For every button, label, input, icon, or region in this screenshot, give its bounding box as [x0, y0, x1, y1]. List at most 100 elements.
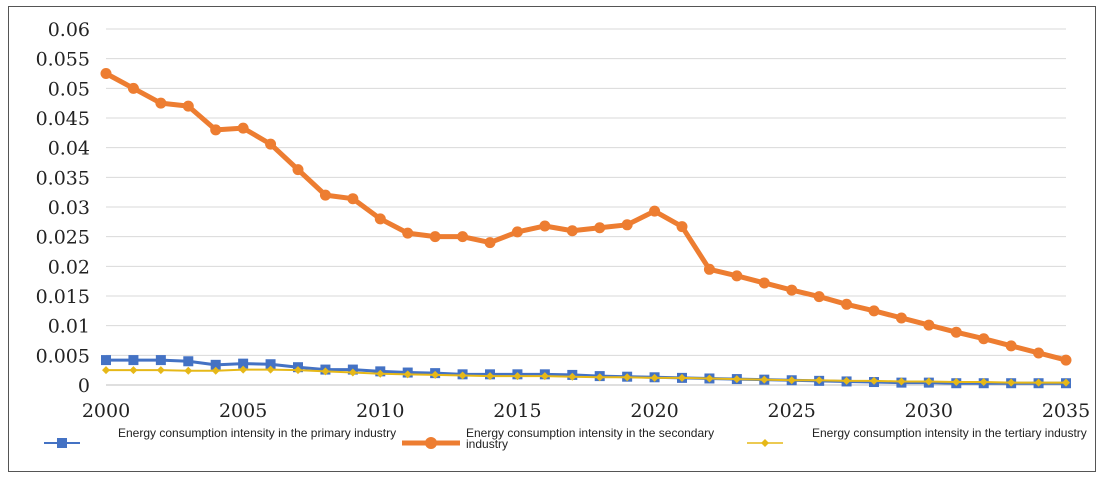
data-point [979, 378, 988, 387]
series-group [100, 68, 1072, 389]
y-tick-label: 0.01 [48, 316, 90, 338]
legend-swatch-marker [761, 439, 769, 447]
data-point [102, 366, 110, 375]
legend-label-line: Energy consumption intensity in the prim… [118, 426, 396, 440]
chart-frame [8, 6, 1096, 472]
data-point [294, 366, 302, 375]
data-point [1060, 354, 1072, 366]
x-tick-label: 2000 [82, 400, 130, 422]
data-point [265, 359, 276, 370]
data-point [950, 326, 962, 338]
data-point [1034, 378, 1043, 387]
y-tick-label: 0.025 [36, 227, 90, 249]
legend-swatch-marker [425, 437, 437, 449]
data-point [319, 189, 331, 201]
data-point [623, 373, 632, 382]
data-point [374, 213, 386, 225]
data-point [431, 370, 440, 379]
data-point [923, 319, 935, 331]
data-point [265, 138, 277, 150]
data-point [292, 164, 304, 176]
data-point [924, 377, 933, 386]
y-tick-label: 0.005 [36, 345, 90, 367]
x-tick-label: 2010 [356, 400, 404, 422]
data-point [484, 237, 496, 249]
data-point [210, 359, 221, 370]
data-point [239, 365, 248, 374]
legend: Energy consumption intensity in the prim… [44, 426, 1087, 451]
data-point [1033, 347, 1045, 359]
legend-label-line: Energy consumption intensity in the seco… [466, 426, 714, 440]
data-point [895, 312, 907, 324]
data-point [321, 367, 330, 376]
legend-swatch-marker [57, 438, 67, 448]
series-line [106, 358, 1066, 385]
data-point [1062, 378, 1070, 387]
data-point [539, 220, 551, 232]
y-tick-label: 0.045 [36, 108, 90, 130]
x-tick-label: 2035 [1042, 400, 1090, 422]
data-point [870, 376, 878, 385]
data-point [210, 124, 222, 136]
legend-label: Energy consumption intensity in the seco… [466, 426, 714, 451]
data-point [486, 372, 494, 381]
data-point [156, 366, 165, 375]
data-point [101, 355, 111, 366]
data-point [129, 366, 138, 375]
data-point [237, 122, 249, 134]
data-point [842, 376, 851, 385]
data-point [184, 366, 193, 375]
data-point [127, 82, 139, 94]
data-point [1007, 378, 1016, 387]
data-point [513, 372, 522, 381]
data-point [676, 221, 688, 233]
series-line [104, 71, 1067, 363]
data-point [705, 374, 714, 383]
legend-label: Energy consumption intensity in the prim… [118, 426, 396, 440]
y-tick-label: 0.02 [48, 256, 90, 278]
data-point [128, 355, 139, 366]
data-point [897, 377, 906, 386]
series-line [106, 368, 1066, 384]
data-point [595, 373, 604, 382]
data-point [155, 97, 167, 109]
data-point [621, 219, 633, 231]
data-point [402, 227, 414, 239]
data-point [183, 356, 194, 367]
x-tick-label: 2025 [768, 400, 816, 422]
data-point [182, 100, 194, 112]
data-point [347, 193, 359, 205]
data-point [566, 225, 578, 237]
x-tick-label: 2020 [630, 400, 678, 422]
data-point [732, 375, 741, 384]
data-point [978, 333, 990, 345]
data-point [100, 68, 112, 79]
data-point [703, 263, 715, 275]
gridlines [106, 28, 1066, 356]
data-point [594, 222, 606, 234]
legend-label-line: industry [466, 437, 508, 451]
data-point [786, 284, 798, 296]
x-tick-label: 2015 [493, 400, 541, 422]
data-point [429, 231, 441, 243]
data-point [155, 355, 166, 366]
x-axis-ticks: 2000 2005 2010 2015 2020 2025 2030 2035 [82, 400, 1090, 422]
data-point [650, 373, 659, 382]
data-point [678, 373, 686, 382]
data-point [760, 375, 769, 384]
data-point [511, 226, 523, 238]
y-tick-label: 0.015 [36, 286, 90, 308]
y-tick-label: 0.04 [48, 138, 90, 160]
y-axis-ticks: 0 0.005 0.01 0.015 0.02 0.025 0.03 0.035 0.04 0.0… [36, 19, 90, 397]
data-point [731, 270, 743, 282]
x-tick-label: 2030 [905, 400, 953, 422]
data-point [266, 365, 275, 374]
data-point [568, 372, 577, 381]
data-point [758, 277, 770, 289]
x-tick-label: 2005 [219, 400, 267, 422]
data-point [815, 376, 824, 385]
data-point [457, 231, 469, 243]
data-point [211, 366, 220, 375]
y-tick-label: 0.035 [36, 167, 90, 189]
data-point [649, 205, 661, 217]
